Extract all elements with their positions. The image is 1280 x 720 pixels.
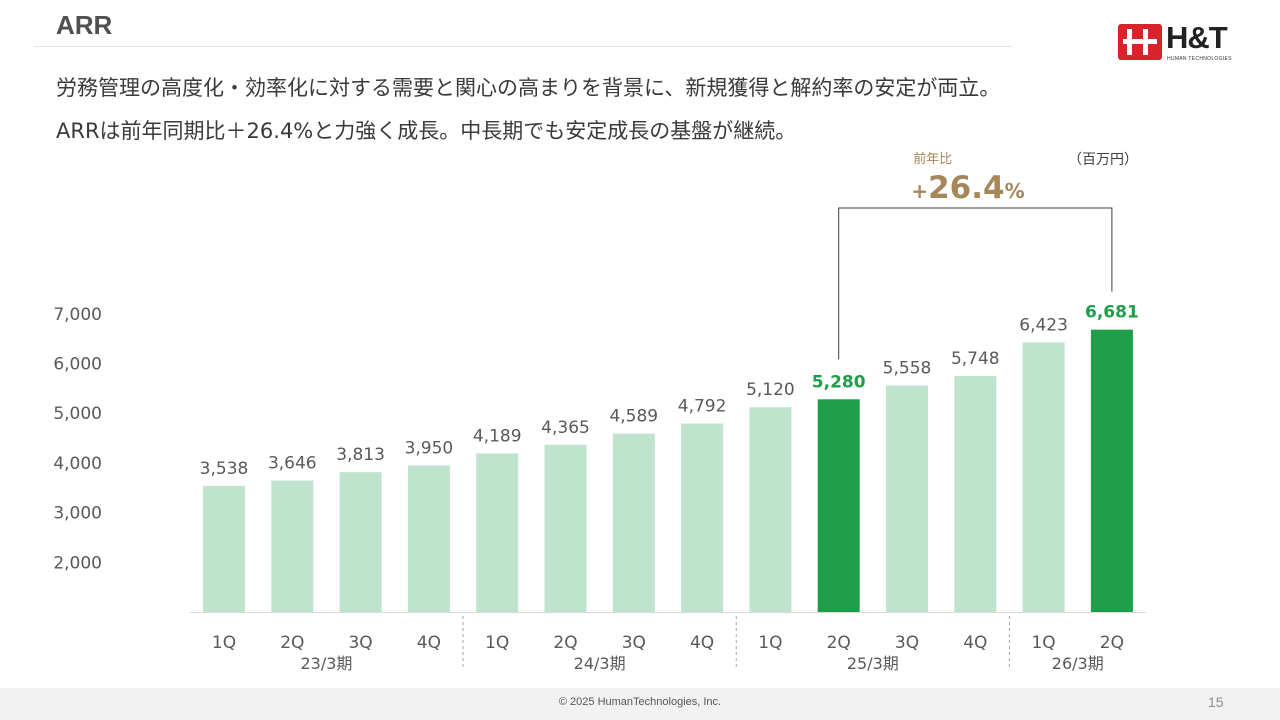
y-tick-label: 5,000 — [53, 404, 102, 424]
bar — [1091, 330, 1133, 612]
bar-value-label: 4,365 — [541, 418, 590, 438]
bar-value-label: 4,589 — [609, 407, 658, 427]
growth-caption: 前年比 — [913, 151, 952, 167]
x-category-label: 2Q — [827, 633, 851, 653]
y-tick-label: 3,000 — [53, 504, 102, 524]
x-category-label: 3Q — [348, 633, 372, 653]
bar-value-label: 5,120 — [746, 380, 795, 400]
bar — [818, 399, 860, 612]
y-tick-label: 2,000 — [53, 553, 102, 573]
x-category-label: 1Q — [485, 633, 509, 653]
y-tick-label: 7,000 — [53, 305, 102, 325]
x-category-label: 4Q — [690, 633, 714, 653]
bar-value-label: 3,538 — [200, 459, 249, 479]
bar — [886, 385, 928, 612]
x-category-label: 1Q — [212, 633, 236, 653]
page-number: 15 — [1208, 694, 1224, 710]
x-group-label: 26/3期 — [1052, 654, 1104, 673]
footer-copyright: © 2025 HumanTechnologies, Inc. — [0, 696, 1280, 708]
bar-value-label: 3,950 — [405, 438, 454, 458]
x-category-label: 4Q — [963, 633, 987, 653]
y-tick-label: 4,000 — [53, 454, 102, 474]
x-category-label: 1Q — [758, 633, 782, 653]
bar — [271, 480, 313, 612]
x-category-label: 2Q — [1100, 633, 1124, 653]
bar — [681, 424, 723, 612]
x-group-label: 24/3期 — [574, 654, 626, 673]
bar — [613, 434, 655, 612]
bar-value-label: 6,423 — [1019, 315, 1068, 335]
bar-value-label: 5,558 — [883, 358, 932, 378]
bar — [1023, 342, 1065, 612]
arr-bar-chart: 2,000 3,000 4,000 5,000 6,000 7,000 3,538 3,646… — [0, 0, 1280, 688]
bar-value-label: 5,280 — [812, 372, 866, 392]
unit-label: （百万円） — [1068, 152, 1138, 168]
x-group-label: 25/3期 — [847, 654, 899, 673]
bar — [408, 465, 450, 612]
bar — [954, 376, 996, 612]
growth-value: +26.4% — [911, 170, 1024, 206]
bar — [749, 407, 791, 612]
y-tick-label: 6,000 — [53, 355, 102, 375]
bar — [203, 486, 245, 612]
bar-value-label: 6,681 — [1085, 303, 1139, 323]
x-category-label: 3Q — [895, 633, 919, 653]
bar — [340, 472, 382, 612]
x-category-label: 1Q — [1031, 633, 1055, 653]
bar-value-label: 4,189 — [473, 427, 522, 447]
x-category-label: 2Q — [280, 633, 304, 653]
x-group-label: 23/3期 — [300, 654, 352, 673]
bar-value-label: 5,748 — [951, 349, 1000, 369]
bar — [476, 454, 518, 612]
growth-bracket — [839, 208, 1112, 359]
bar-value-label: 3,646 — [268, 453, 317, 473]
bar — [545, 445, 587, 612]
x-category-label: 4Q — [417, 633, 441, 653]
x-category-label: 3Q — [622, 633, 646, 653]
bar-value-label: 4,792 — [678, 397, 727, 417]
x-category-label: 2Q — [553, 633, 577, 653]
bar-value-label: 3,813 — [336, 445, 385, 465]
